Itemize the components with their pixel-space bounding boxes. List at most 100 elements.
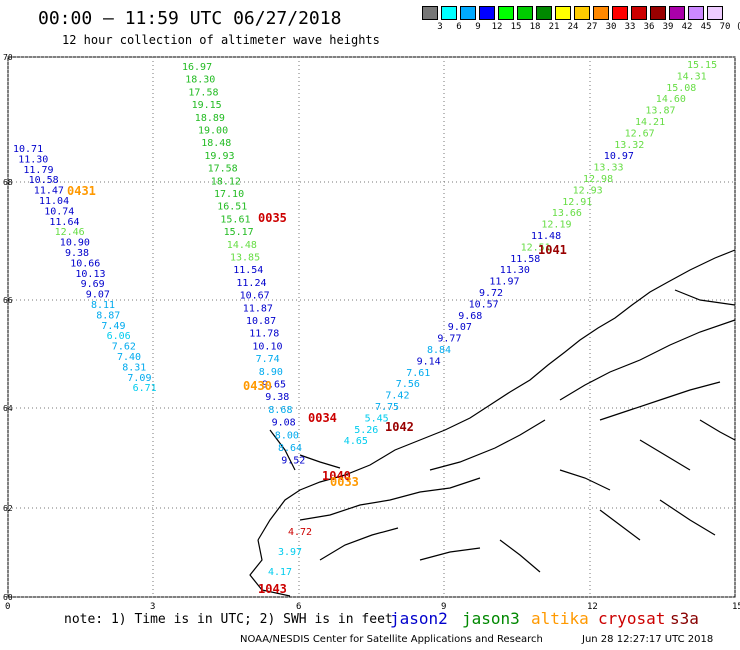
coastline-segment — [269, 429, 296, 471]
swh-value: 12.67 — [625, 128, 655, 139]
legend-level: 36 — [643, 22, 655, 32]
swh-value: 9.68 — [458, 311, 482, 322]
legend-level: 27 — [586, 22, 598, 32]
coastline-segment — [299, 454, 341, 469]
swh-value: 5.45 — [365, 413, 389, 424]
swh-value: 13.85 — [230, 253, 260, 264]
x-tick-label: 3 — [150, 602, 155, 612]
swh-value: 9.69 — [81, 279, 105, 290]
swh-value: 7.56 — [396, 379, 420, 390]
swh-value: 15.17 — [224, 227, 254, 238]
legend-level: 15 — [510, 22, 522, 32]
coastline-segment — [257, 249, 736, 541]
swh-value: 8.68 — [268, 405, 292, 416]
timestamp: Jun 28 12:27:17 UTC 2018 — [582, 634, 714, 645]
swh-value: 11.58 — [510, 254, 540, 265]
swh-value: 18.48 — [201, 138, 231, 149]
swh-value: 15.61 — [220, 214, 250, 225]
swh-value: 9.38 — [265, 392, 289, 403]
swh-value: 10.97 — [604, 151, 634, 162]
swh-value: 7.40 — [117, 352, 141, 363]
swh-value: 9.65 — [262, 380, 286, 391]
legend-level: 9 — [475, 22, 481, 32]
x-tick-label: 0 — [5, 602, 10, 612]
swh-value: 8.00 — [275, 430, 299, 441]
legend-swatch — [422, 6, 438, 20]
track-time: 1040 — [322, 469, 351, 483]
coastline-segment — [639, 439, 691, 471]
legend-swatch — [479, 6, 495, 20]
swh-value: 10.13 — [75, 269, 105, 280]
credit-text: NOAA/NESDIS Center for Satellite Applica… — [240, 634, 543, 645]
swh-value: 11.97 — [489, 277, 519, 288]
swh-value: 6.06 — [107, 331, 131, 342]
coastline-segment — [429, 419, 546, 471]
swh-value: 7.75 — [375, 402, 399, 413]
swh-value: 9.14 — [417, 356, 441, 367]
legend-level: 24 — [567, 22, 579, 32]
swh-value: 10.58 — [29, 175, 59, 186]
legend-level: 30 — [605, 22, 617, 32]
swh-value: 19.15 — [192, 100, 222, 111]
coastline-segment — [559, 469, 611, 491]
track-time: 0431 — [67, 184, 96, 198]
legend-swatch — [574, 6, 590, 20]
swh-value: 9.72 — [479, 288, 503, 299]
swh-value: 7.61 — [406, 368, 430, 379]
swh-value: 12.46 — [55, 227, 85, 238]
swh-value: 17.58 — [208, 164, 238, 175]
track-labels: 10.7111.3011.7910.5811.4711.0410.7411.64… — [13, 60, 717, 596]
swh-value: 12.19 — [541, 220, 571, 231]
swh-value: 13.87 — [645, 106, 675, 117]
x-tick-label: 9 — [441, 602, 446, 612]
swh-value: 10.71 — [13, 144, 43, 155]
legend-level: 33 — [624, 22, 636, 32]
swh-value: 14.31 — [677, 71, 707, 82]
legend-level: 42 — [681, 22, 693, 32]
swh-value: 14.60 — [656, 94, 686, 105]
page-title: 00:00 – 11:59 UTC 06/27/2018 — [38, 8, 342, 29]
track-time: 0033 — [330, 475, 359, 489]
map-frame — [7, 56, 736, 598]
swh-value: 11.48 — [531, 231, 561, 242]
coastline-segment — [699, 419, 736, 441]
swh-value: 14.48 — [227, 240, 257, 251]
x-tick-label: 12 — [587, 602, 598, 612]
swh-value: 11.24 — [236, 278, 266, 289]
swh-value: 10.90 — [60, 238, 90, 249]
y-tick-label: 62 — [3, 504, 13, 513]
swh-value: 7.09 — [127, 373, 151, 384]
coastline-segment — [249, 539, 291, 597]
swh-value: 4.17 — [268, 567, 292, 578]
swh-value: 19.00 — [198, 126, 228, 137]
legend-swatch — [498, 6, 514, 20]
swh-value: 10.66 — [70, 258, 100, 269]
swh-value: 12.51 — [521, 242, 551, 253]
swh-value: 13.66 — [552, 208, 582, 219]
swh-value: 10.74 — [44, 206, 74, 217]
legend-swatch — [536, 6, 552, 20]
legend-swatch — [441, 6, 457, 20]
swh-value: 12.93 — [573, 185, 603, 196]
swh-value: 11.47 — [34, 186, 64, 197]
x-tick-label: 6 — [296, 602, 301, 612]
swh-value: 19.93 — [204, 151, 234, 162]
coastline-segment — [499, 539, 541, 573]
swh-value: 8.11 — [91, 300, 115, 311]
swh-value: 10.67 — [240, 291, 270, 302]
legend-swatch — [555, 6, 571, 20]
y-tick-label: 66 — [3, 296, 13, 305]
swh-value: 15.08 — [666, 83, 696, 94]
legend-swatch — [669, 6, 685, 20]
swh-value: 9.08 — [272, 418, 296, 429]
swh-value: 11.04 — [39, 196, 69, 207]
swh-value: 11.30 — [18, 154, 48, 165]
swh-value: 13.33 — [593, 163, 623, 174]
swh-value: 8.31 — [122, 362, 146, 373]
coastline-segment — [319, 527, 399, 561]
swh-value: 11.64 — [49, 217, 79, 228]
track-time: 1041 — [538, 243, 567, 257]
axis-ticks: 70 68 66 64 62 600 3 6 9 12 15 — [3, 53, 740, 612]
swh-value: 4.65 — [344, 436, 368, 447]
swh-value: 9.07 — [448, 322, 472, 333]
